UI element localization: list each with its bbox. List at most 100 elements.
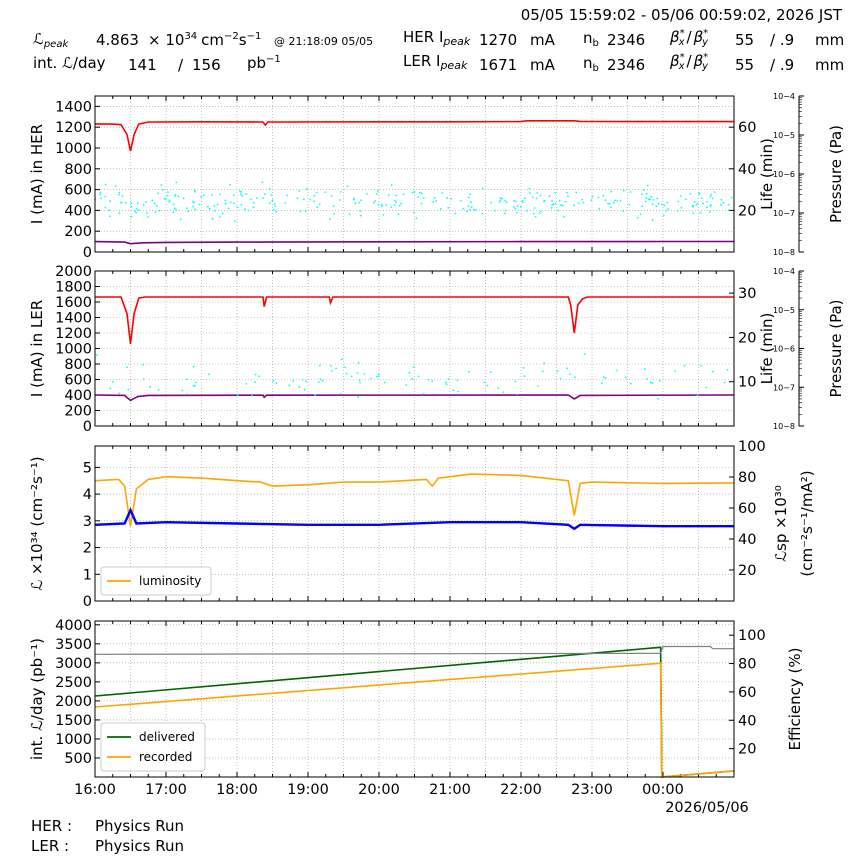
life-point — [227, 207, 230, 210]
life-point — [296, 197, 299, 200]
life-point — [708, 211, 711, 213]
y-tick-label: 2 — [83, 541, 92, 557]
life-point — [240, 203, 243, 206]
life-point — [390, 206, 393, 209]
life-point — [469, 193, 471, 196]
life-point — [359, 210, 362, 212]
life-point — [219, 193, 222, 196]
life-point — [412, 366, 415, 369]
life-point — [405, 384, 408, 386]
y2-tick-label: 60 — [738, 685, 756, 701]
life-point — [377, 203, 380, 206]
life-point — [214, 209, 216, 212]
life-point — [155, 204, 158, 207]
life-point — [523, 375, 526, 377]
life-point — [130, 205, 133, 208]
life-point — [153, 202, 156, 205]
life-point — [420, 192, 423, 195]
pressure-tick-label: 10−7 — [773, 209, 795, 218]
life-point — [233, 202, 235, 205]
life-point — [651, 219, 654, 222]
life-point — [104, 183, 107, 186]
legend-label-delivered: delivered — [139, 730, 195, 744]
life-point — [473, 208, 476, 211]
life-point — [134, 210, 136, 213]
life-point — [118, 191, 121, 194]
life-point — [505, 201, 508, 204]
life-point — [313, 200, 315, 203]
life-point — [540, 210, 542, 213]
life-point — [541, 370, 544, 373]
her-peak-current: 1270 — [479, 31, 517, 49]
life-point — [274, 205, 277, 208]
life-point — [561, 204, 564, 207]
y2-tick-label: 60 — [738, 120, 756, 136]
life-point — [528, 187, 531, 190]
life-point — [186, 207, 188, 210]
life-point — [445, 381, 447, 384]
life-point — [143, 378, 145, 380]
life-point — [381, 203, 383, 206]
y-tick-label: 4000 — [55, 618, 92, 634]
life-point — [533, 207, 536, 209]
x-tick-label: 23:00 — [571, 782, 613, 798]
plot-frame — [94, 445, 735, 602]
life-point — [441, 192, 443, 194]
life-point — [411, 377, 414, 380]
lpeak-value: 4.863 — [96, 31, 139, 49]
life-point — [419, 191, 421, 194]
intl-value2: 156 — [192, 56, 221, 74]
life-point — [652, 199, 655, 201]
life-point — [168, 201, 171, 203]
life-point — [304, 210, 307, 213]
life-point — [221, 212, 224, 215]
life-point — [676, 209, 679, 212]
y-tick-label: 1600 — [55, 295, 92, 311]
ler-beta-x: 55 — [735, 56, 754, 74]
life-point — [558, 199, 561, 202]
lpeak-time: @ 21:18:09 05/05 — [274, 35, 373, 48]
life-point — [649, 381, 652, 384]
life-point — [514, 380, 517, 383]
life-point — [338, 199, 341, 201]
life-point — [699, 211, 702, 214]
life-point — [360, 214, 362, 217]
y-tick-label: 0 — [83, 419, 92, 435]
life-point — [165, 197, 167, 200]
life-point — [552, 203, 555, 206]
life-point — [151, 199, 154, 202]
footer-her-label: HER : — [31, 817, 72, 835]
life-point — [181, 389, 184, 392]
grid — [95, 271, 734, 426]
life-point — [692, 205, 694, 208]
y-tick-label: 1400 — [55, 99, 92, 115]
life-point — [723, 381, 726, 384]
life-point — [636, 216, 639, 219]
y-tick-label: 800 — [64, 162, 92, 178]
y2-tick-label: 80 — [738, 470, 756, 486]
life-point — [369, 377, 372, 380]
life-point — [696, 394, 699, 397]
life-point — [163, 198, 166, 201]
life-point — [142, 363, 145, 366]
life-point — [332, 205, 335, 208]
life-point — [454, 212, 457, 215]
life-point — [619, 199, 622, 202]
life-point — [99, 191, 102, 194]
her-nb-label: nb — [583, 29, 599, 49]
life-point — [339, 191, 342, 193]
life-point — [394, 199, 396, 202]
life-point — [309, 198, 312, 201]
life-point — [566, 192, 568, 194]
life-point — [695, 204, 698, 207]
life-point — [564, 200, 567, 203]
life-point — [446, 196, 448, 199]
life-point — [439, 207, 442, 210]
life-point — [531, 196, 534, 199]
life-point — [535, 197, 538, 200]
life-point — [200, 196, 202, 198]
life-point — [324, 191, 327, 194]
x-tick-label: 20:00 — [358, 782, 400, 798]
life-point — [641, 205, 644, 208]
life-point — [696, 202, 699, 205]
